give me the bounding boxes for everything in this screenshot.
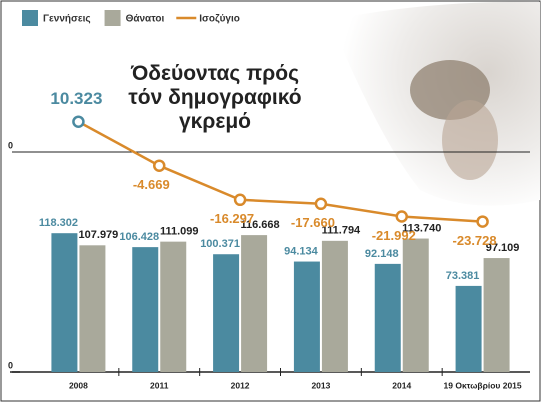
balance-line — [77, 120, 483, 223]
balance-label: -21.992 — [372, 228, 416, 243]
bar-label: 116.668 — [241, 219, 280, 231]
bar-label: 92.148 — [365, 248, 399, 260]
bar-label: 107.979 — [79, 229, 119, 241]
bar-label: 94.134 — [284, 245, 319, 257]
bar — [402, 238, 429, 372]
bar — [79, 245, 106, 372]
bar — [374, 263, 401, 372]
title-line: τόν δημογραφικό — [128, 86, 301, 109]
balance-label: -23.728 — [453, 233, 497, 248]
bar — [213, 254, 240, 372]
chart-title: Όδεύοντας πρός τόν δημογραφικό γκρεμό — [128, 62, 301, 133]
balance-label: 10.323 — [50, 89, 102, 108]
photo-face — [442, 100, 498, 180]
bar — [483, 258, 510, 372]
x-tick-label: 2008 — [69, 380, 88, 390]
bar — [51, 233, 78, 372]
y-tick-label: 0 — [8, 360, 13, 370]
balance-point — [395, 210, 408, 223]
bar-label: 118.302 — [39, 217, 78, 229]
balance-point — [476, 215, 489, 228]
title-line: Όδεύοντας πρός — [130, 62, 299, 85]
x-tick-label: 2013 — [311, 380, 330, 390]
legend-swatch — [22, 10, 38, 26]
x-tick-label: 2011 — [150, 380, 169, 390]
bar-label: 111.099 — [160, 226, 199, 238]
balance-point — [233, 193, 247, 207]
legend-label: Γεννήσεις — [43, 14, 91, 25]
title-line: γκρεμό — [179, 110, 251, 133]
bar — [160, 241, 187, 372]
bar — [321, 240, 348, 372]
bar — [132, 247, 159, 372]
bar-label: 106.428 — [119, 231, 159, 243]
bar — [455, 285, 482, 372]
legend-label: Ισοζύγιο — [199, 14, 240, 25]
bar-label: 73.381 — [446, 270, 480, 282]
balance-point — [314, 197, 328, 211]
bar — [241, 235, 268, 372]
bar-label: 97.109 — [486, 242, 520, 254]
legend-swatch — [104, 10, 121, 26]
x-tick-label: 2012 — [231, 380, 250, 390]
x-tick-label: 2014 — [392, 380, 411, 390]
bar-label: 100.371 — [200, 238, 240, 250]
balance-point — [153, 159, 166, 172]
y2-tick-label: 0 — [8, 140, 13, 150]
bar — [293, 261, 320, 372]
balance-label: -17.660 — [291, 215, 335, 230]
legend-label: Θάνατοι — [126, 14, 165, 25]
balance-point — [72, 115, 85, 128]
x-tick-label: 19 Οκτωβρίου 2015 — [444, 380, 522, 390]
bar-label: 113.740 — [402, 222, 441, 234]
balance-label: -4.669 — [133, 177, 170, 192]
bar-label: 111.794 — [322, 225, 361, 237]
balance-label: -16.297 — [210, 211, 254, 226]
